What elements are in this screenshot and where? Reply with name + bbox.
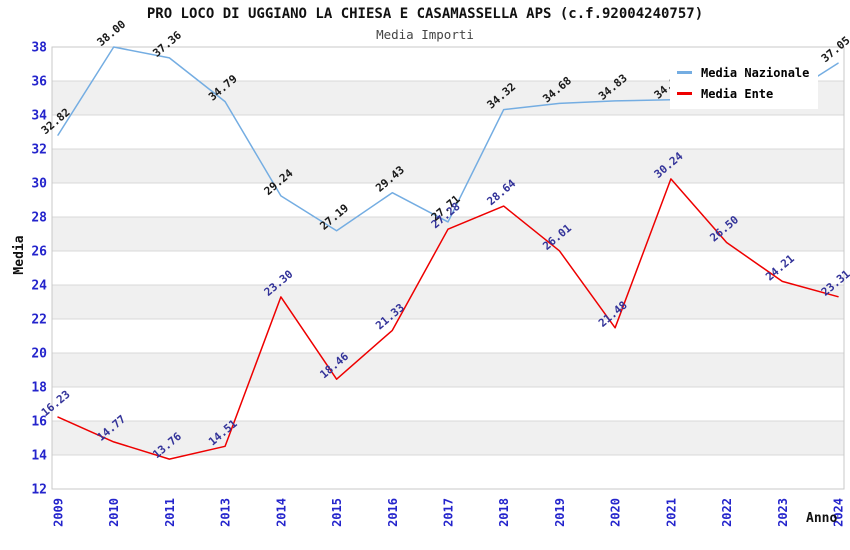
y-tick-label: 34 [31, 109, 47, 124]
y-tick-label: 24 [31, 279, 47, 294]
x-tick-label: 2018 [497, 498, 511, 527]
legend-item-media-ente: Media Ente [677, 83, 809, 104]
x-tick-label: 2013 [219, 498, 233, 527]
y-tick-label: 22 [31, 313, 47, 328]
plot-border [51, 46, 845, 490]
y-tick-label: 36 [31, 75, 47, 90]
page-subtitle: Media Importi [376, 27, 474, 42]
plot-band [52, 353, 844, 387]
x-tick-label: 2016 [386, 498, 400, 527]
y-tick-label: 30 [31, 177, 47, 192]
page-title: PRO LOCO DI UGGIANO LA CHIESA E CASAMASS… [146, 6, 704, 22]
legend-label: Media Ente [701, 86, 774, 101]
x-axis-title: Anno [806, 511, 838, 526]
plot-band [52, 387, 844, 421]
x-tick-label: 2020 [609, 498, 623, 527]
plot-band [52, 149, 844, 183]
y-tick-label: 14 [31, 449, 47, 464]
plot-band [52, 319, 844, 353]
y-tick-label: 18 [31, 381, 47, 396]
legend-label: Media Nazionale [701, 65, 810, 80]
legend: Media Nazionale Media Ente [670, 58, 819, 109]
plot-band [52, 183, 844, 217]
x-tick-label: 2011 [163, 498, 177, 527]
data-label: 38.00 [95, 18, 129, 49]
legend-swatch-media-ente-icon [677, 92, 692, 95]
legend-swatch-media-nazionale-icon [677, 71, 692, 74]
plot-band [52, 455, 844, 489]
x-tick-label: 2019 [553, 498, 567, 527]
plot-band [52, 421, 844, 455]
plot-band [52, 217, 844, 251]
plot-band [52, 251, 844, 285]
x-tick-label: 2024 [832, 498, 846, 527]
y-tick-label: 38 [31, 41, 47, 56]
y-tick-label: 16 [31, 415, 47, 430]
x-tick-label: 2023 [776, 498, 790, 527]
x-tick-label: 2022 [720, 498, 734, 527]
y-axis-title: Media [12, 235, 27, 275]
y-tick-label: 28 [31, 211, 47, 226]
x-tick-label: 2010 [107, 498, 121, 527]
y-tick-label: 32 [31, 143, 47, 158]
x-tick-label: 2021 [664, 498, 678, 527]
plot-band [52, 115, 844, 149]
x-tick-label: 2017 [442, 498, 456, 527]
series-line-media-ente [57, 178, 839, 460]
y-tick-label: 26 [31, 245, 47, 260]
plot-band [52, 285, 844, 319]
y-tick-label: 12 [31, 483, 47, 498]
x-tick-label: 2009 [52, 498, 66, 527]
y-tick-label: 20 [31, 347, 47, 362]
x-tick-label: 2014 [274, 498, 288, 527]
legend-item-media-nazionale: Media Nazionale [677, 62, 809, 83]
x-tick-label: 2015 [330, 498, 344, 527]
